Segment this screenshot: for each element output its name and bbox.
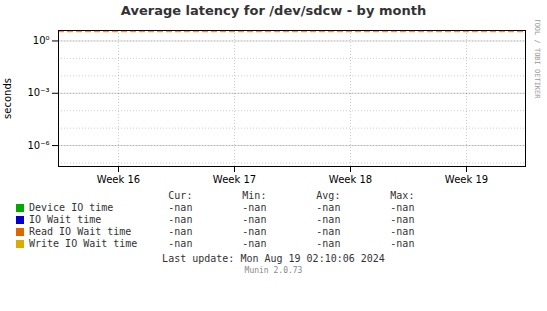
html-text:-nan: -nan [316, 226, 341, 237]
html-text:Max:: Max: [390, 190, 415, 201]
svg-text:Week 18: Week 18 [329, 174, 372, 185]
html-text:-nan: -nan [316, 214, 341, 225]
html-text:Write IO Wait time: Write IO Wait time [29, 238, 138, 249]
html-text:-nan: -nan [390, 238, 415, 249]
html-text:-nan: -nan [316, 238, 341, 249]
html-text:Cur:: Cur: [168, 190, 193, 201]
html-text:Read IO Wait time: Read IO Wait time [29, 226, 132, 237]
html-text:Avg:: Avg: [316, 190, 341, 201]
html-text:-nan: -nan [390, 214, 415, 225]
html-text:Munin 2.0.73: Munin 2.0.73 [244, 266, 303, 275]
html-text:-nan: -nan [168, 202, 193, 213]
svg-text:10⁻³: 10⁻³ [27, 87, 49, 98]
svg-text:10⁰: 10⁰ [33, 35, 50, 46]
html-text:-nan: -nan [168, 226, 193, 237]
html-text:-nan: -nan [316, 202, 341, 213]
svg-text:10⁻⁶: 10⁻⁶ [27, 140, 49, 151]
svg-text:Week 19: Week 19 [445, 174, 488, 185]
html-text:-nan: -nan [242, 226, 267, 237]
html-text:-nan: -nan [390, 202, 415, 213]
svg-text:seconds: seconds [2, 78, 13, 119]
html-text:IO Wait time: IO Wait time [29, 214, 102, 225]
html-text:Average latency for /dev/sdcw: Average latency for /dev/sdcw - by month [120, 3, 427, 18]
svg-text:Week 17: Week 17 [213, 174, 256, 185]
html-text:-nan: -nan [242, 238, 267, 249]
html-text:-nan: -nan [242, 214, 267, 225]
html-text:-nan: -nan [390, 226, 415, 237]
html-text:Device IO time: Device IO time [29, 202, 114, 213]
svg-text:RRDTOOL / TOBI OETIKER: RRDTOOL / TOBI OETIKER [533, 20, 541, 99]
html-text:-nan: -nan [168, 238, 193, 249]
svg-text:Week 16: Week 16 [97, 174, 140, 185]
html-text:-nan: -nan [242, 202, 267, 213]
html-text:Last update: Mon Aug 19 02:10:: Last update: Mon Aug 19 02:10:06 2024 [162, 253, 385, 264]
html-text:Min:: Min: [242, 190, 267, 201]
html-text:-nan: -nan [168, 214, 193, 225]
